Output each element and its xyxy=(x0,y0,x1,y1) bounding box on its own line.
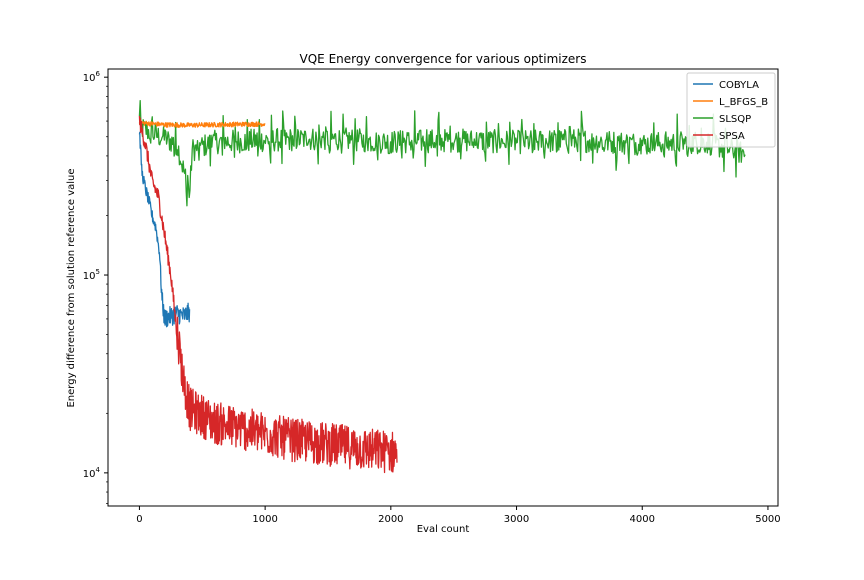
x-axis: 0 1000 2000 3000 4000 5000 xyxy=(136,506,781,525)
legend-label: COBYLA xyxy=(719,80,759,91)
y-tick-label: 105 xyxy=(83,268,100,282)
legend-label: SLSQP xyxy=(719,114,751,125)
x-tick-label: 0 xyxy=(136,514,142,525)
x-tick-label: 3000 xyxy=(504,514,529,525)
series-line-spsa xyxy=(138,115,398,474)
x-tick-label: 2000 xyxy=(378,514,403,525)
series-line-cobyla xyxy=(138,131,191,328)
axes-frame xyxy=(107,68,779,507)
series-line-slsqp xyxy=(138,99,746,207)
x-tick-label: 4000 xyxy=(630,514,655,525)
legend-label: L_BFGS_B xyxy=(719,97,768,108)
legend-label: SPSA xyxy=(719,131,745,142)
x-tick-label: 1000 xyxy=(252,514,277,525)
legend-box xyxy=(686,72,776,148)
y-tick-label: 106 xyxy=(83,70,101,84)
x-tick-label: 5000 xyxy=(755,514,780,525)
y-tick-label: 104 xyxy=(83,466,101,480)
chart-title: VQE Energy convergence for various optim… xyxy=(300,52,587,66)
y-axis: 104 105 106 xyxy=(83,70,108,504)
x-axis-label: Eval count xyxy=(417,524,470,535)
series-line-l_bfgs_b xyxy=(138,119,266,128)
plot-area xyxy=(138,99,746,474)
y-axis-label: Energy difference from solution referenc… xyxy=(66,168,77,407)
legend: COBYLA L_BFGS_B SLSQP SPSA xyxy=(686,72,776,148)
